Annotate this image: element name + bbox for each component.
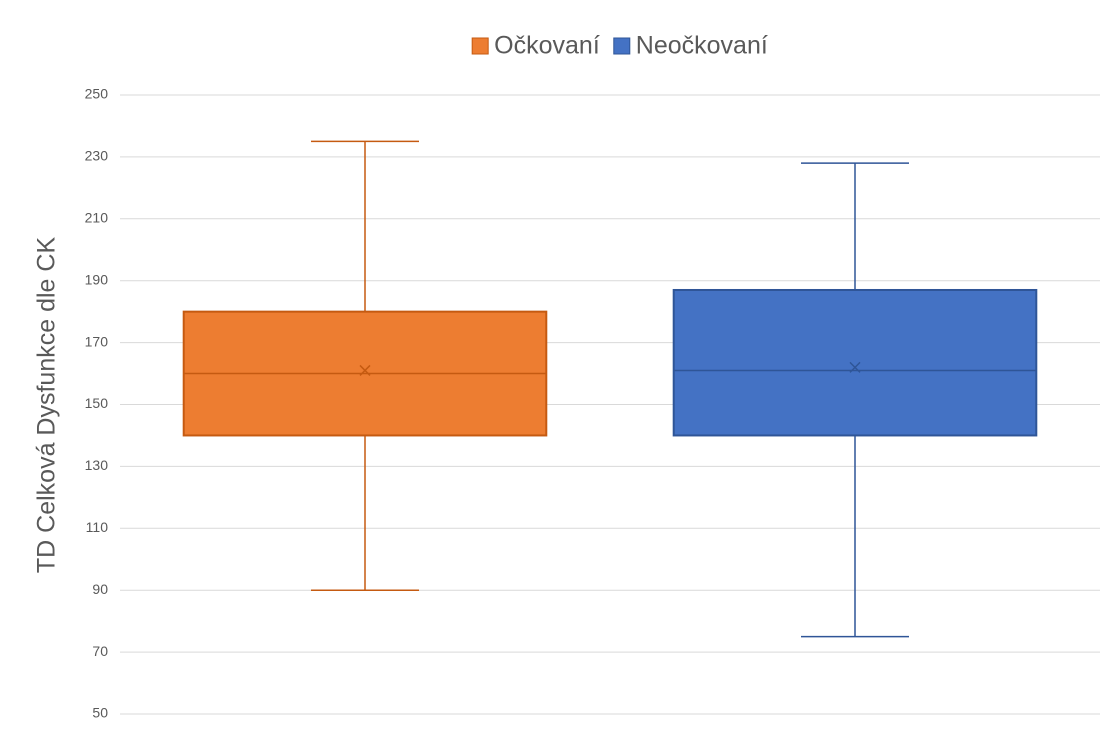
y-tick-label: 210 — [85, 210, 109, 226]
y-tick-label: 90 — [92, 581, 108, 597]
y-tick-label: 250 — [85, 86, 109, 102]
y-tick-label: 190 — [85, 271, 109, 287]
box — [672, 288, 1038, 437]
legend-label: Očkovaní — [494, 32, 600, 60]
y-tick-label: 150 — [85, 395, 109, 411]
legend-swatch — [471, 37, 489, 55]
y-tick-label: 130 — [85, 457, 109, 473]
y-tick-label: 170 — [85, 333, 109, 349]
y-tick-label: 50 — [92, 705, 108, 721]
y-tick-label: 70 — [92, 643, 108, 659]
legend-swatch — [613, 37, 631, 55]
mean-marker — [359, 364, 371, 376]
mean-marker — [849, 361, 861, 373]
y-tick-label: 110 — [86, 519, 109, 535]
legend-label: Neočkovaní — [636, 32, 768, 60]
legend: Očkovaní Neočkovaní — [471, 32, 768, 60]
y-axis-label: TD Celková Dysfunkce dle CK — [33, 237, 61, 574]
y-tick-label: 230 — [85, 148, 109, 164]
